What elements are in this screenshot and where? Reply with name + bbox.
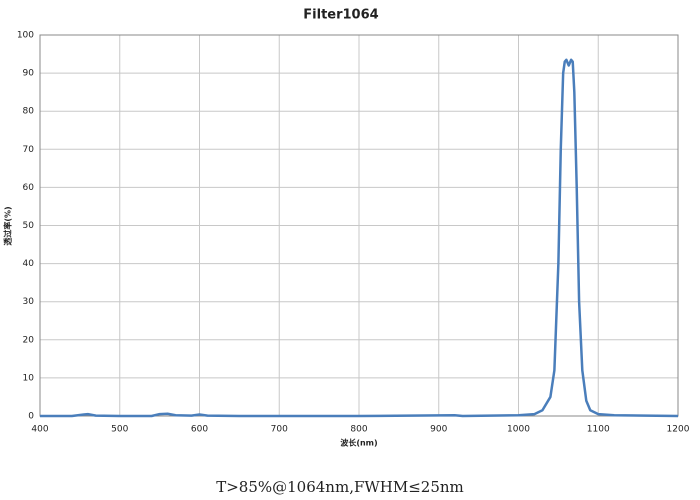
caption: T>85%@1064nm,FWHM≤25nm bbox=[216, 478, 464, 496]
y-tick-label: 60 bbox=[23, 183, 35, 193]
y-tick-label: 30 bbox=[23, 297, 35, 307]
x-tick-label: 1000 bbox=[507, 425, 530, 435]
y-tick-label: 70 bbox=[23, 145, 35, 155]
x-tick-label: 700 bbox=[271, 425, 288, 435]
x-tick-label: 500 bbox=[111, 425, 128, 435]
y-tick-label: 0 bbox=[28, 412, 34, 422]
y-tick-label: 10 bbox=[23, 373, 35, 383]
x-tick-label: 1100 bbox=[587, 425, 610, 435]
y-tick-label: 90 bbox=[23, 69, 35, 79]
x-tick-label: 1200 bbox=[667, 425, 690, 435]
y-tick-label: 80 bbox=[23, 107, 35, 117]
line-series bbox=[40, 58, 679, 418]
y-tick-label: 50 bbox=[23, 221, 35, 231]
chart-title: Filter1064 bbox=[303, 8, 378, 23]
x-tick-label: 600 bbox=[191, 425, 208, 435]
x-axis-label: 波长(nm) bbox=[340, 438, 377, 448]
x-tick-label: 400 bbox=[31, 425, 48, 435]
x-tick-label: 800 bbox=[350, 425, 367, 435]
y-tick-label: 40 bbox=[23, 259, 35, 269]
y-axis-label: 透过率(%) bbox=[3, 206, 13, 245]
y-tick-label: 20 bbox=[23, 335, 35, 345]
y-tick-label: 100 bbox=[17, 31, 34, 41]
x-tick-label: 900 bbox=[430, 425, 447, 435]
